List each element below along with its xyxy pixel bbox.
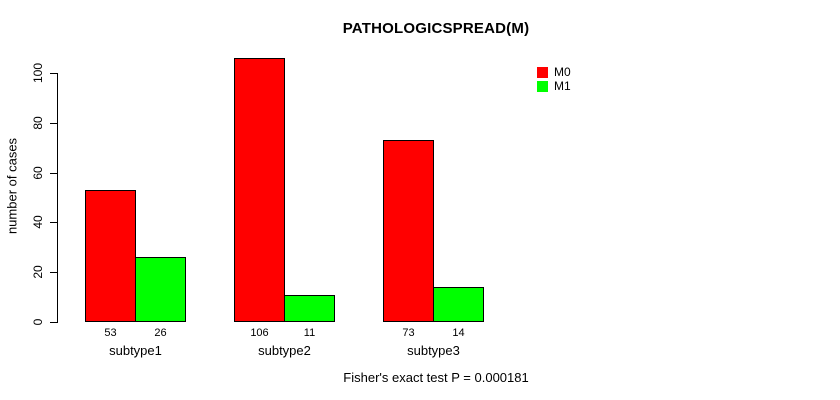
y-tick-label: 20 — [31, 265, 45, 279]
legend-swatch-M1 — [537, 80, 548, 92]
bar-M0-subtype3 — [383, 140, 434, 322]
y-tick-label: 80 — [31, 116, 45, 130]
bar-value-M0-subtype2: 106 — [250, 327, 269, 339]
y-tick-mark — [50, 222, 57, 224]
bar-value-M0-subtype1: 53 — [104, 327, 117, 339]
y-tick-mark — [50, 172, 57, 174]
category-label-subtype3: subtype3 — [407, 343, 460, 358]
y-tick-label: 60 — [31, 165, 45, 180]
y-tick-mark — [50, 73, 57, 74]
footer-note: Fisher's exact test P = 0.000181 — [343, 370, 529, 385]
legend-item-M1: M1 — [537, 79, 571, 93]
category-label-subtype1: subtype1 — [109, 343, 162, 358]
bar-value-M1-subtype3: 14 — [452, 327, 465, 339]
y-tick-label: 40 — [31, 215, 45, 230]
y-tick-label: 100 — [31, 62, 45, 84]
bar-value-M0-subtype3: 73 — [402, 327, 415, 339]
legend-swatch-M0 — [537, 66, 548, 78]
y-tick-mark — [50, 272, 57, 274]
bar-M1-subtype3 — [433, 287, 484, 322]
y-axis-line — [57, 73, 58, 323]
bar-value-M1-subtype1: 26 — [154, 327, 167, 339]
legend-label-M0: M0 — [554, 64, 571, 79]
bar-M0-subtype2 — [234, 58, 285, 322]
y-tick-label: 0 — [31, 318, 45, 326]
bar-M1-subtype2 — [284, 295, 335, 322]
bar-M1-subtype1 — [135, 257, 186, 322]
legend-label-M1: M1 — [554, 78, 571, 93]
legend: M0 M1 — [537, 65, 571, 93]
chart-title: PATHOLOGICSPREAD(M) — [342, 20, 530, 37]
y-tick-mark — [50, 322, 57, 323]
y-tick-mark — [50, 122, 57, 124]
category-label-subtype2: subtype2 — [258, 343, 311, 358]
bar-M0-subtype1 — [85, 190, 136, 322]
bar-value-M1-subtype2: 11 — [303, 327, 316, 339]
legend-item-M0: M0 — [537, 65, 571, 79]
